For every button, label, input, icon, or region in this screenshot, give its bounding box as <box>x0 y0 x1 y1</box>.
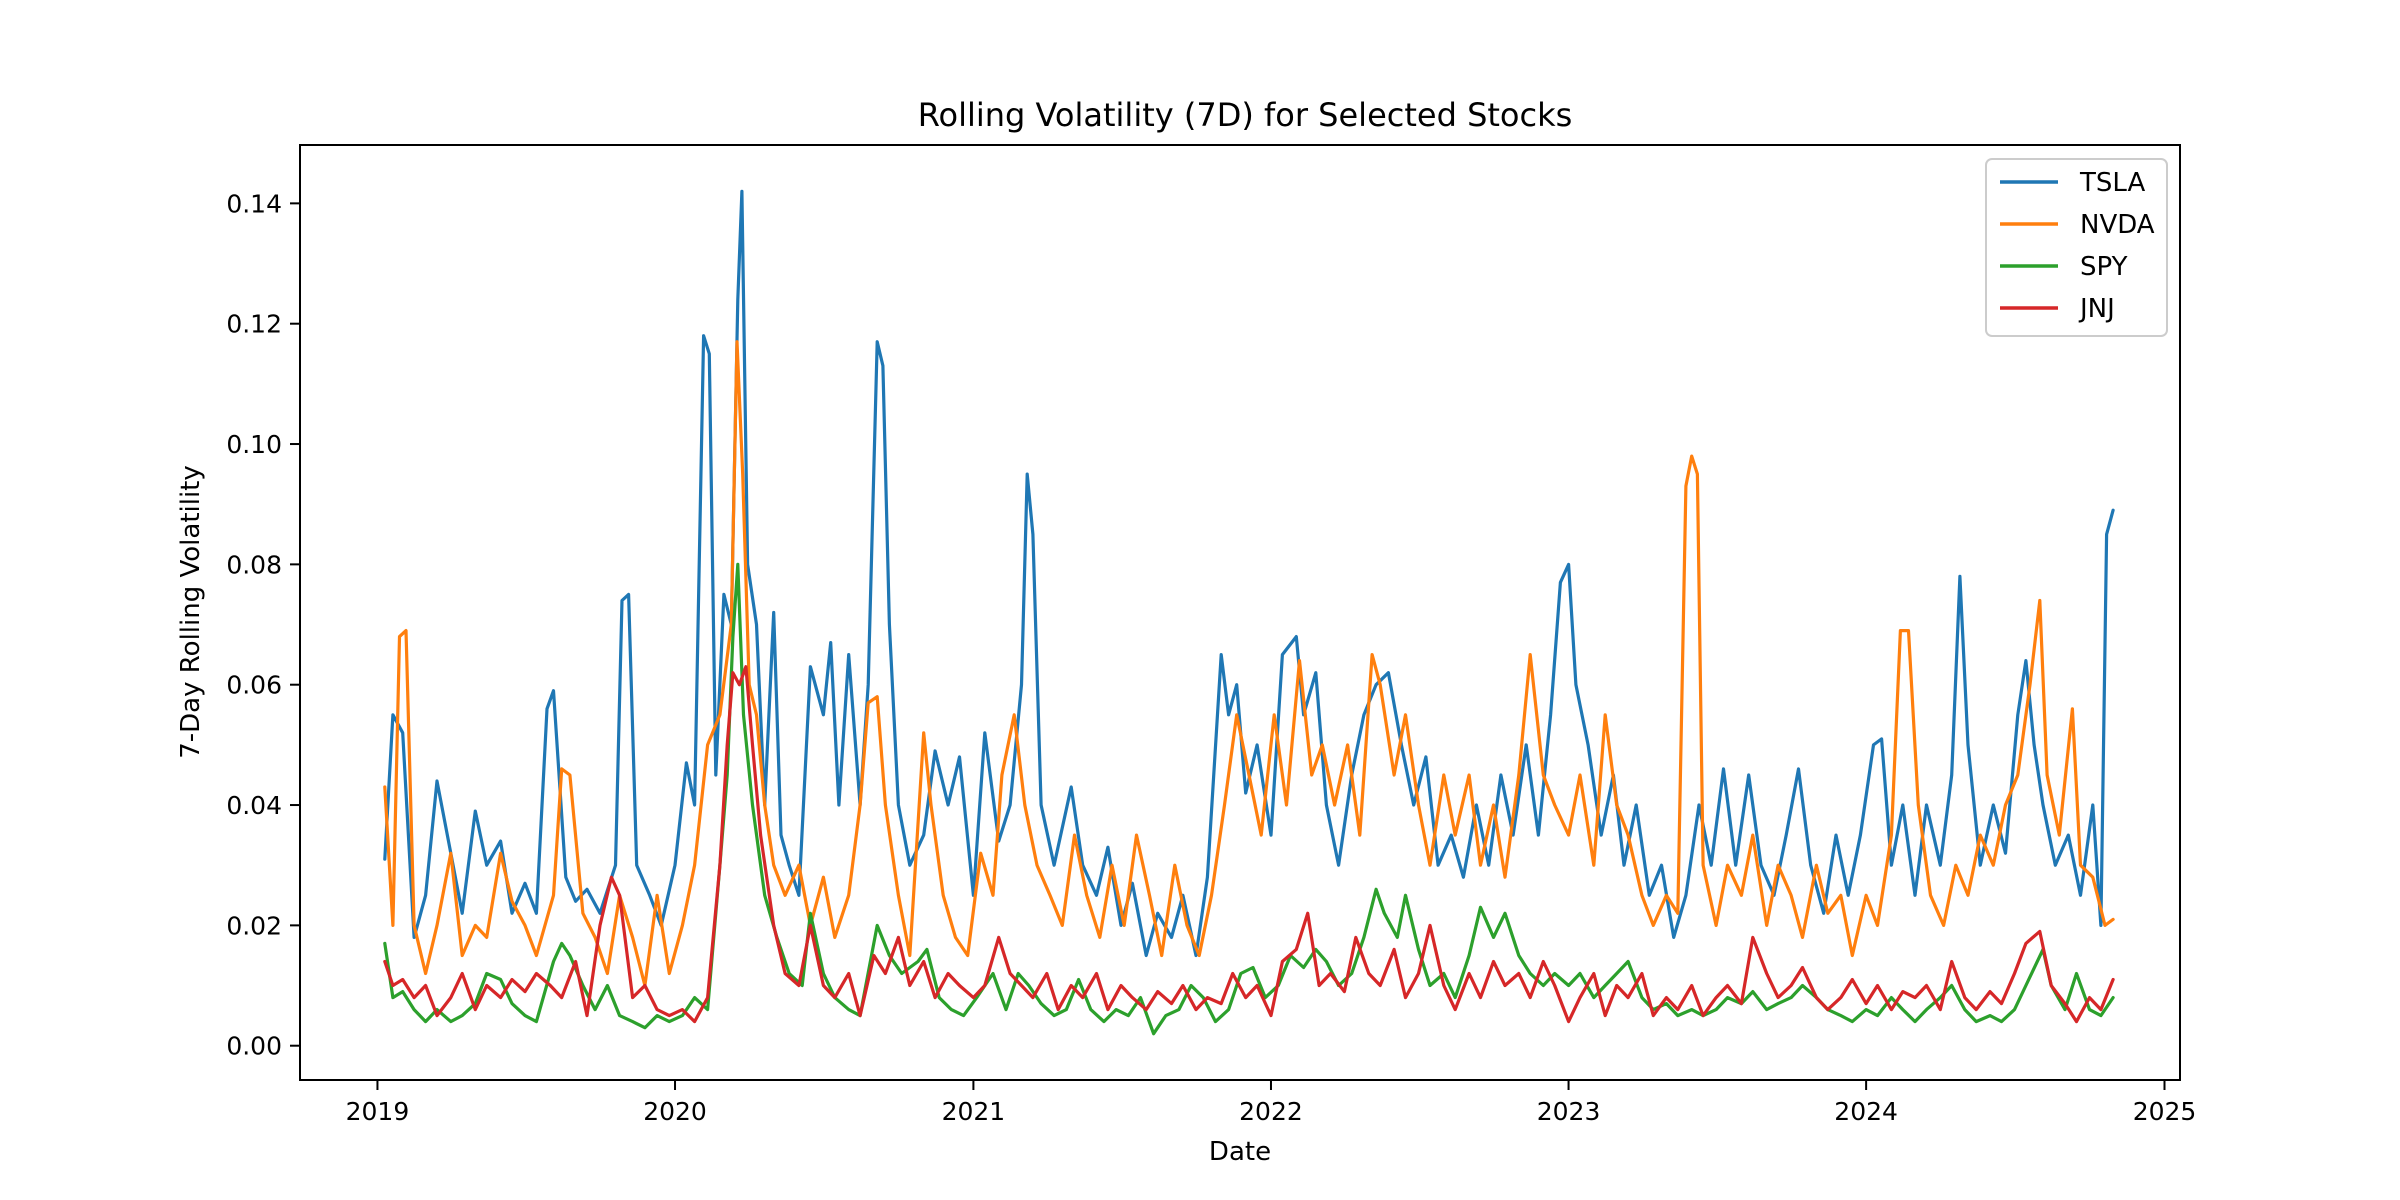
x-tick-label: 2024 <box>1834 1097 1898 1126</box>
x-tick-label: 2021 <box>942 1097 1006 1126</box>
legend-label-nvda: NVDA <box>2080 210 2155 240</box>
plot-frame <box>299 144 2181 1081</box>
y-tick-label: 0.06 <box>226 671 282 700</box>
y-tick-label: 0.00 <box>226 1032 282 1061</box>
y-axis: 0.00 0.02 0.04 0.06 0.08 0.10 0.12 0.14 <box>226 189 300 1061</box>
x-tick-label: 2019 <box>346 1097 410 1126</box>
x-tick-label: 2022 <box>1239 1097 1303 1126</box>
series-line-jnj <box>383 665 2115 1024</box>
y-tick-label: 0.08 <box>226 550 282 579</box>
chart-title: Rolling Volatility (7D) for Selected Sto… <box>918 96 1573 134</box>
legend-label-jnj: JNJ <box>2078 294 2115 324</box>
y-tick-label: 0.14 <box>226 189 282 218</box>
x-axis: 2019 2020 2021 2022 2023 2024 2025 <box>346 1080 2197 1126</box>
y-tick-label: 0.12 <box>226 310 282 339</box>
legend-label-tsla: TSLA <box>2079 168 2145 198</box>
series-line-spy <box>383 562 2115 1036</box>
y-axis-label: 7-Day Rolling Volatility <box>176 465 206 759</box>
y-tick-label: 0.04 <box>226 791 282 820</box>
x-tick-label: 2025 <box>2133 1097 2197 1126</box>
legend-label-spy: SPY <box>2080 252 2128 282</box>
y-tick-label: 0.02 <box>226 911 282 940</box>
x-tick-label: 2020 <box>643 1097 707 1126</box>
x-tick-label: 2023 <box>1537 1097 1601 1126</box>
legend-box <box>1985 158 2168 337</box>
series-layer <box>383 189 2115 1036</box>
x-axis-label: Date <box>1209 1137 1271 1167</box>
series-line-tsla <box>383 189 2115 958</box>
legend: TSLA NVDA SPY JNJ <box>1985 158 2168 337</box>
series-line-nvda <box>383 340 2115 988</box>
y-tick-label: 0.10 <box>226 430 282 459</box>
